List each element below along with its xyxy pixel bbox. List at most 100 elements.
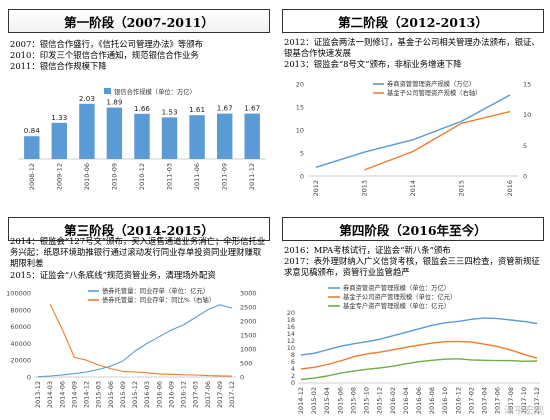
x-tick-label: 2016-02 [389,387,397,414]
x-tick-label: 2017-08 [507,387,515,414]
y-right-tick-label: 1000 [240,346,257,354]
legend-label: 银信合作规模（单位：万亿） [114,87,196,96]
bar-value-label: 1.61 [189,105,205,114]
x-tick-label: 2017-12 [533,387,541,414]
bar [244,113,260,159]
x-tick-label: 2015-09 [119,381,127,408]
y-left-tick-label: 5 [300,150,304,158]
y-tick-label: 16 [287,323,295,331]
y-right-tick-label: 0 [240,374,244,382]
stage-2-description: 2012：证监会两法一则修订，基金子公司相关管理办法颁布，银证、银基合作快速发展… [284,37,542,71]
x-tick-label: 2017-04 [481,387,489,414]
y-left-tick-label: 60000 [10,323,31,331]
y-tick-label: 12 [287,337,295,345]
stage-4-description: 2016：MPA考核试行，证监会“新八条”颁布 2017：表外理财纳入广义信贷考… [284,245,542,279]
series-line [37,304,233,378]
legend-label: 基金子公司管理资产规模（右轴） [387,88,481,97]
series-line [49,303,233,377]
y-left-tick-label: 10 [296,127,304,135]
x-tick-label: 2017-09 [216,381,224,408]
x-tick-label: 2012 [312,180,320,197]
y-left-tick-label: 80000 [10,306,31,314]
y-right-tick-label: 1500 [240,332,257,340]
x-tick-label: 2010-12 [138,163,146,190]
x-tick-label: 2015-10 [363,387,371,414]
bar-value-label: 1.89 [106,98,122,107]
y-left-tick-label: 20 [296,81,304,89]
y-left-tick-label: 0 [300,173,304,181]
panel-stage-4: 第四阶段（2016年至今） 2016：MPA考核试行，证监会“新八条”颁布 20… [278,211,548,416]
x-tick-label: 2016-03 [143,381,151,408]
x-tick-label: 2016-12 [454,387,462,414]
stage-1-description: 2007：银信合作盛行，《信托公司管理办法》等颁布 2010：印发三个银信合作通… [10,39,268,73]
x-tick-label: 2011-06 [193,163,201,190]
stage-2-line: 2013：银监会“8号文”颁布，非标业务增速下降 [284,59,462,70]
y-tick-label: 2 [291,372,295,380]
stage-1-line: 2010：印发三个银信合作通知，规范银信合作业务 [10,50,199,61]
x-tick-label: 2017-03 [192,381,200,408]
bar-value-label: 0.84 [24,126,40,135]
bar [79,103,95,159]
x-tick-label: 2011-09 [221,163,229,190]
y-left-tick-label: 20000 [10,357,31,365]
y-left-tick-label: 0 [27,374,31,382]
x-tick-label: 2014-09 [70,381,78,408]
bar-value-label: 1.66 [134,104,150,113]
y-tick-label: 20 [287,309,295,317]
stage-4-line: 2017：表外理财纳入广义信贷考核，银监会三三四检查，资管新规征求意见稿颁布，资… [284,256,540,278]
x-tick-label: 2016-06 [415,387,423,414]
x-tick-label: 2016-10 [441,387,449,414]
x-tick-label: 2013 [361,180,369,197]
y-left-tick-label: 40000 [10,340,31,348]
x-tick-label: 2014-12 [297,387,305,414]
stage-4-line: 2016：MPA考核试行，证监会“新八条”颁布 [284,245,451,255]
y-tick-label: 4 [291,365,295,373]
stage-2-line: 2012：证监会两法一则修订，基金子公司相关管理办法颁布，银证、银基合作快速发展 [284,37,540,59]
y-right-tick-label: 2500 [240,304,257,312]
chart-broker-fund-subsidiary-scale: 0 5 10 15 20 0 5 10 15 2012 2013 2014 2015 2016 券商资管管理… [296,79,532,197]
y-tick-label: 6 [291,358,295,366]
y-right-tick-label: 5 [523,142,527,150]
chart-ncd-custody: 0 20000 40000 60000 80000 100000 0 500 1000 1500 2… [6,287,257,408]
y-right-tick-label: 3000 [240,290,257,298]
x-tick-label: 2009-12 [55,163,63,190]
stage-3-line: 2015：证监会“八条底线”规范资管业务，清理场外配资 [10,269,216,280]
x-tick-label: 2017-02 [467,387,475,414]
x-tick-label: 2016 [506,180,514,197]
legend-label: 基金子公司资产管理规模（单位：亿元） [343,292,456,301]
bar [189,115,205,159]
y-right-tick-label: 0 [523,173,527,181]
x-tick-label: 2015-06 [107,381,115,408]
x-tick-label: 2016-04 [402,387,410,414]
series-line [315,94,511,168]
x-tick-label: 2014-12 [83,381,91,408]
stage-2-title: 第二阶段（2012-2013） [282,9,544,33]
bar [217,113,233,159]
x-tick-label: 2015-02 [310,387,318,414]
bar [161,117,178,159]
y-tick-label: 18 [287,316,295,324]
bar [51,122,67,159]
x-tick-label: 2016-12 [180,381,188,408]
stage-1-title: 第一阶段（2007-2011） [8,9,270,33]
bar [106,107,123,159]
y-left-tick-label: 15 [296,104,304,112]
bar [24,136,40,159]
y-tick-label: 14 [287,330,295,338]
y-tick-label: 0 [291,379,295,387]
legend-label: 券商资管资产管理规模（单位：万亿） [343,283,450,292]
watermark: 泽平宏观 [504,406,544,417]
stage-1-line: 2011：银信合作规模下降 [10,61,107,72]
bar-value-label: 1.53 [162,107,178,116]
y-left-tick-label: 100000 [6,290,31,298]
x-tick-label: 2011-12 [248,163,256,190]
y-right-tick-label: 2000 [240,318,257,326]
x-tick-label: 2010-09 [110,163,118,190]
x-tick-label: 2015-03 [95,381,103,408]
x-tick-label: 2014 [409,180,417,197]
stage-1-line: 2007：银信合作盛行，《信托公司管理办法》等颁布 [10,39,203,49]
bar-value-label: 1.33 [51,113,67,122]
x-tick-label: 2008-12 [28,163,36,190]
x-tick-label: 2015-08 [349,387,357,414]
x-tick-label: 2016-08 [428,387,436,414]
